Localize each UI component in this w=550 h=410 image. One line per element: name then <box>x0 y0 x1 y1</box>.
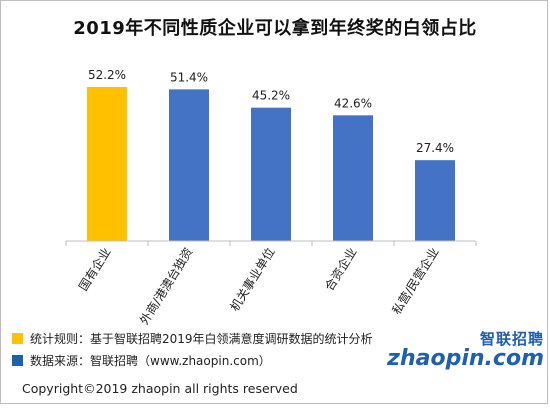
bar <box>415 160 455 241</box>
data-label: 45.2% <box>252 89 290 103</box>
bar <box>251 107 291 241</box>
category-tick-label: 私营/民营企业 <box>389 245 442 317</box>
rule-color-square <box>12 333 23 344</box>
data-label: 27.4% <box>416 141 454 155</box>
copyright-text: Copyright©2019 zhaopin all rights reserv… <box>22 381 298 396</box>
category-tick-label: 国有企业 <box>75 245 113 294</box>
data-label: 51.4% <box>170 70 208 84</box>
logo-chinese-text: 智联招聘 <box>479 330 544 348</box>
source-note-text: 数据来源：智联招聘（www.zhaopin.com） <box>30 354 271 368</box>
rule-note-text: 统计规则：基于智联招聘2019年白领满意度调研数据的统计分析 <box>30 332 373 346</box>
source-color-square <box>12 355 23 366</box>
bar <box>87 87 127 241</box>
bar <box>169 89 209 242</box>
zhaopin-logo: 智联招聘 zhaopin.com <box>387 328 544 376</box>
category-tick-label: 合资企业 <box>321 245 359 294</box>
category-tick-label: 机关事业单位 <box>227 245 278 314</box>
bar-chart: 52.2% 国有企业 51.4% 外商/港澳台独资 45.2% 机关事业单位 42.6% 合资… <box>65 68 477 328</box>
chart-title: 2019年不同性质企业可以拿到年终奖的白领占比 <box>73 18 477 39</box>
data-label: 42.6% <box>334 96 372 110</box>
bar <box>333 115 373 241</box>
category-tick-label: 外商/港澳台独资 <box>136 245 195 328</box>
logo-english-text: zhaopin.com <box>387 346 544 371</box>
data-label: 52.2% <box>88 68 126 82</box>
